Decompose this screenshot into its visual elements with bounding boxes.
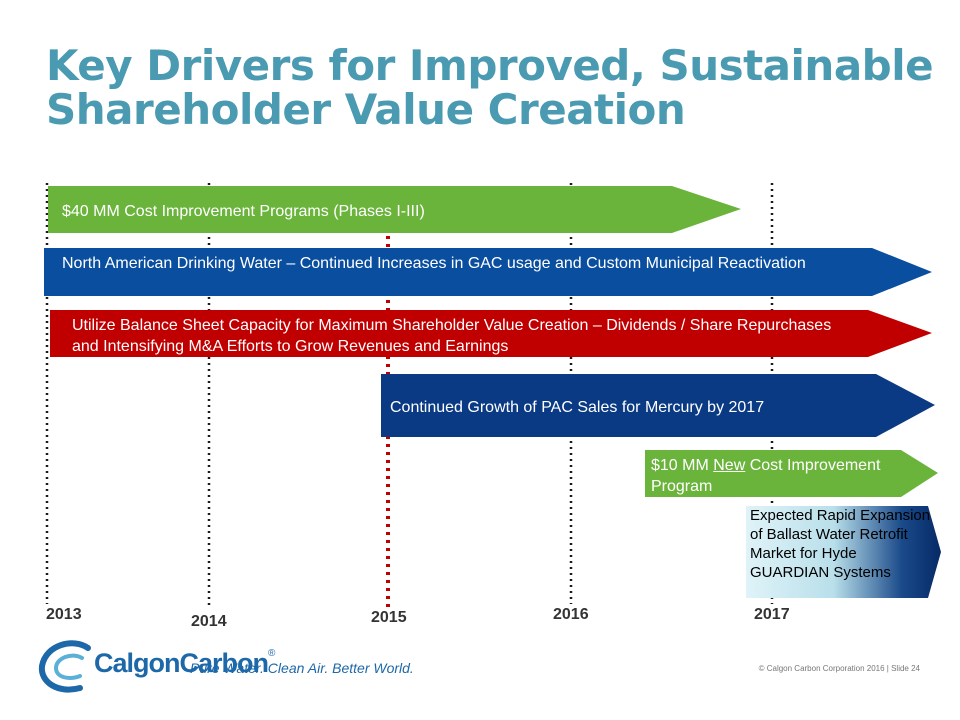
calgon-carbon-logo-icon: [38, 640, 91, 693]
logo-tagline: Pure Water. Clean Air. Better World.: [190, 660, 414, 676]
balance-sheet-arrow: [50, 310, 932, 357]
ballast-arrow: [746, 506, 941, 598]
pac-sales-arrow: [381, 374, 935, 437]
ballast-text: Expected Rapid Expansion of Ballast Wate…: [750, 507, 931, 581]
cost-program-arrow: [48, 186, 741, 233]
year-label-2017: 2017: [754, 606, 790, 623]
new-program-arrow: [645, 450, 938, 497]
balance-sheet-text: Utilize Balance Sheet Capacity for Maxim…: [72, 317, 832, 355]
title-line-2: Shareholder Value Creation: [46, 85, 686, 134]
year-label-2016: 2016: [553, 606, 589, 623]
slide-title: Key Drivers for Improved, Sustainable Sh…: [46, 41, 934, 134]
new-program-new-word: New: [713, 457, 746, 474]
new-program-text: $10 MM New Cost Improvement Program: [651, 455, 911, 497]
new-program-amount: $10 MM: [651, 457, 714, 474]
slide-footer: © Calgon Carbon Corporation 2016 | Slide…: [758, 664, 920, 673]
logo-wordmark: CalgonCarbon®: [94, 648, 275, 679]
year-label-2013: 2013: [46, 606, 82, 623]
year-label-2014: 2014: [191, 613, 227, 630]
logo-registered-mark: ®: [268, 648, 275, 659]
drinking-water-arrow: [44, 248, 932, 296]
year-label-2015: 2015: [371, 609, 407, 626]
pac-sales-text: Continued Growth of PAC Sales for Mercur…: [390, 399, 765, 416]
title-line-1: Key Drivers for Improved, Sustainable: [46, 41, 934, 90]
new-program-rest: Cost Improvement Program: [651, 457, 881, 495]
cost-program-text: $40 MM Cost Improvement Programs (Phases…: [62, 203, 425, 220]
drinking-water-text: North American Drinking Water – Continue…: [62, 255, 806, 272]
logo-brand: CalgonCarbon: [94, 648, 269, 678]
